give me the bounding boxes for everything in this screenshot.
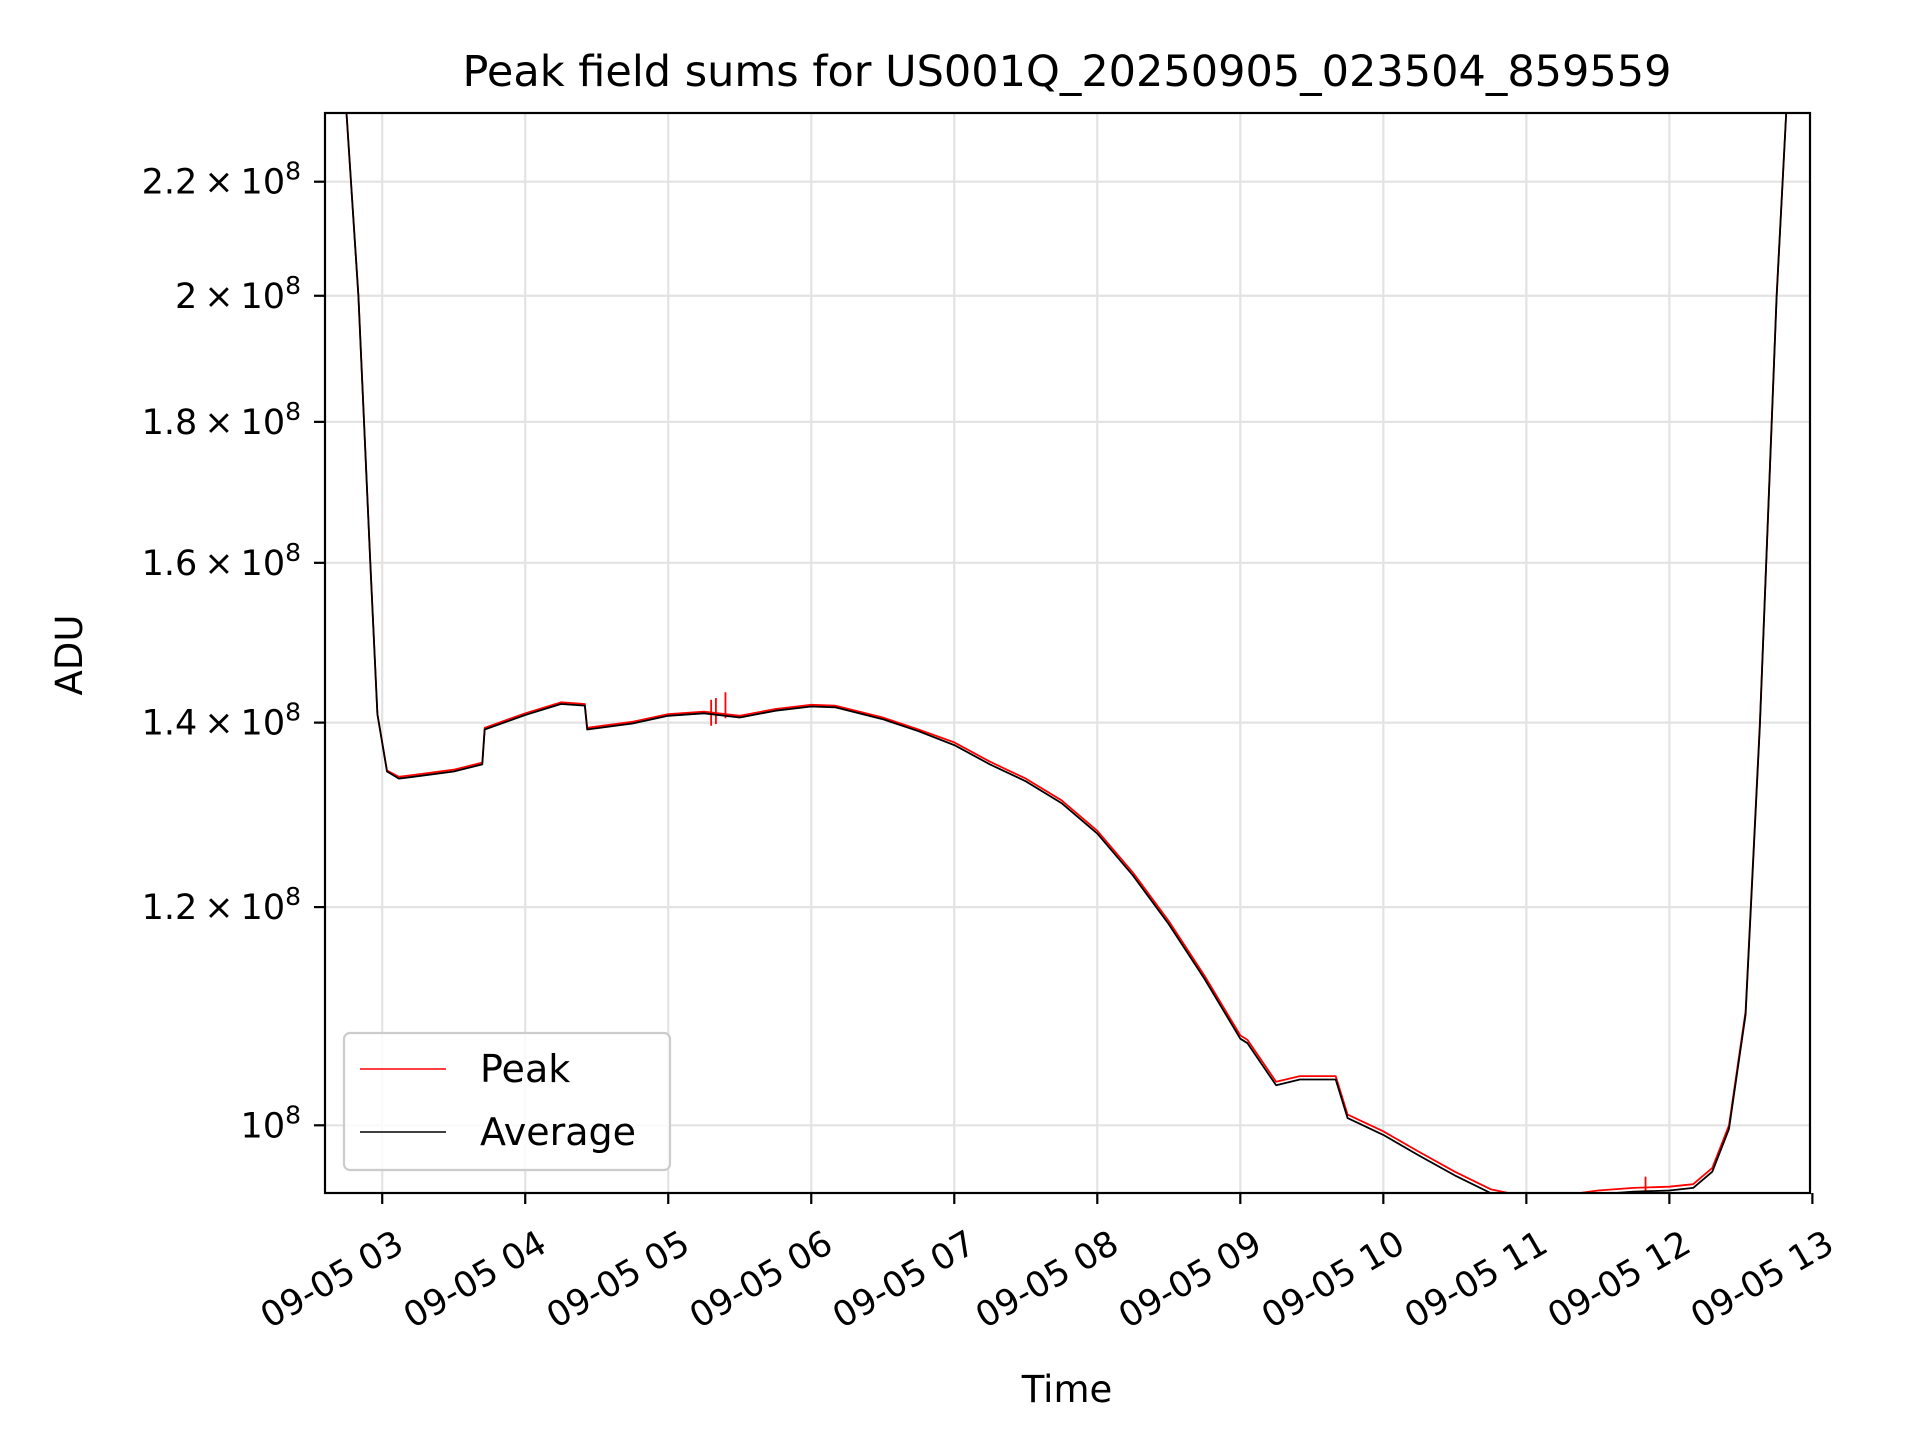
y-tick-label: 2.2 × 108 <box>142 157 301 203</box>
y-axis: 108 1.2 × 108 1.4 × 108 1.6 × 108 1.8 × 108 2… <box>142 157 325 1146</box>
y-tick-label: 2 × 108 <box>175 271 301 317</box>
plot-area <box>323 111 1812 1195</box>
x-axis-label: Time <box>1021 1368 1113 1411</box>
grid-lines <box>325 113 1810 1193</box>
series-line-average <box>345 113 1788 1193</box>
legend-label-peak: Peak <box>480 1047 570 1091</box>
y-tick-label: 1.2 × 108 <box>142 882 301 928</box>
chart-title: Peak field sums for US001Q_20250905_0235… <box>463 47 1672 97</box>
plot-series <box>345 113 1788 1193</box>
y-tick-label: 1.4 × 108 <box>142 698 301 744</box>
legend-label-average: Average <box>480 1110 636 1154</box>
legend-box <box>342 1031 672 1172</box>
y-tick-label: 1.6 × 108 <box>142 538 301 584</box>
legend: Peak Average <box>342 1031 672 1172</box>
y-axis-label: ADU <box>48 615 91 696</box>
y-tick-label: 108 <box>241 1100 301 1146</box>
y-tick-label: 1.8 × 108 <box>142 397 301 443</box>
